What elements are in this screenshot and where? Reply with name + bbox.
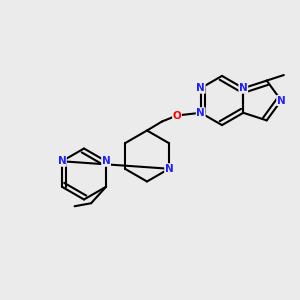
Text: N: N [239, 83, 248, 93]
Text: O: O [172, 110, 182, 121]
Text: N: N [196, 108, 205, 118]
Text: N: N [102, 156, 110, 166]
Text: N: N [58, 156, 66, 166]
Text: N: N [165, 164, 173, 174]
Text: N: N [196, 83, 205, 93]
Text: N: N [277, 95, 286, 106]
